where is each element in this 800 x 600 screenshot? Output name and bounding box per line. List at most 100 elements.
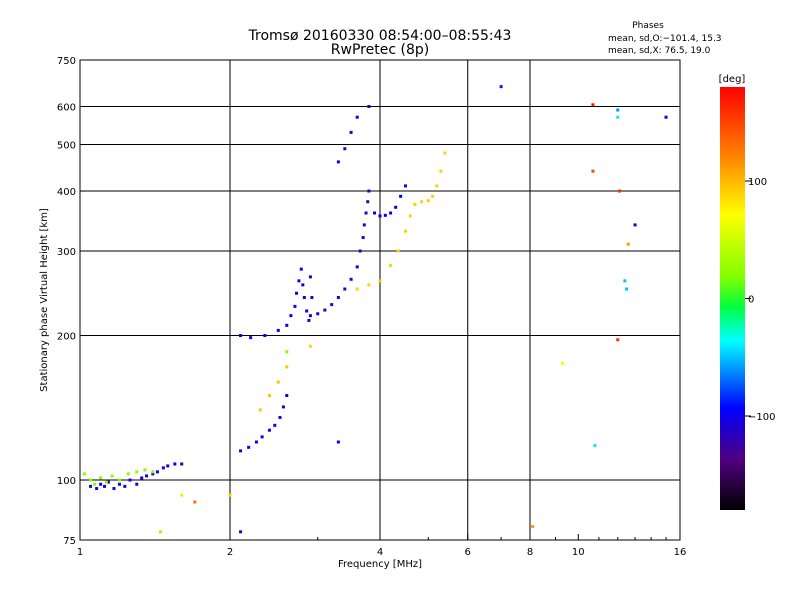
data-point (143, 468, 147, 472)
data-point (361, 236, 365, 240)
data-point (299, 267, 303, 271)
data-point (260, 435, 264, 439)
data-point (420, 200, 424, 204)
data-point (435, 184, 439, 188)
data-point (89, 478, 93, 482)
data-point (366, 200, 370, 204)
y-tick-label: 75 (63, 536, 76, 547)
data-point (403, 229, 407, 233)
data-point (285, 350, 289, 354)
data-point (308, 314, 312, 318)
data-point (254, 440, 258, 444)
info-heading: Phases (632, 21, 664, 31)
data-point (173, 462, 177, 466)
data-point (228, 493, 232, 497)
data-point (499, 85, 503, 89)
data-point (316, 312, 320, 316)
data-point (110, 474, 114, 478)
data-point (112, 487, 116, 491)
data-point (343, 287, 347, 291)
data-point (140, 476, 144, 480)
data-point (349, 130, 353, 134)
data-point (135, 470, 139, 474)
y-tick-label: 300 (57, 247, 76, 258)
data-point (616, 338, 620, 342)
data-point (413, 202, 417, 206)
data-point (618, 189, 622, 193)
data-point (330, 303, 334, 307)
data-point (247, 445, 251, 449)
info-line-o: mean, sd,O:−101.4, 15.3 (608, 34, 722, 44)
data-point (358, 249, 362, 253)
data-point (394, 205, 398, 209)
y-tick-label: 600 (57, 103, 76, 114)
data-point (239, 334, 243, 338)
data-point (128, 478, 132, 482)
data-point (439, 169, 443, 173)
data-point (99, 476, 103, 480)
data-point (289, 314, 293, 318)
data-point (367, 283, 371, 287)
data-point (285, 323, 289, 327)
chart-subtitle: RwPretec (8p) (331, 42, 429, 58)
y-axis-label: Stationary phase Virtual Height [km] (39, 208, 50, 392)
data-point (403, 184, 407, 188)
data-point (355, 287, 359, 291)
data-point (625, 287, 629, 291)
chart-title: Tromsø 20160330 08:54:00–08:55:43 (248, 28, 512, 44)
data-point (531, 525, 535, 529)
y-tick-label: 400 (57, 187, 76, 198)
data-point (349, 277, 353, 281)
data-point (95, 487, 99, 491)
data-point (151, 470, 155, 474)
data-point (151, 472, 155, 476)
data-point (135, 482, 139, 486)
y-tick-label: 200 (57, 332, 76, 343)
data-point (180, 493, 184, 497)
data-point (239, 530, 243, 534)
data-points (82, 85, 668, 534)
data-point (616, 108, 620, 112)
data-point (664, 115, 668, 119)
data-point (297, 279, 301, 283)
data-point (591, 103, 595, 107)
data-point (117, 482, 121, 486)
data-point (249, 336, 253, 340)
data-point (193, 500, 197, 504)
colorbar-label: [deg] (719, 74, 746, 85)
data-point (443, 151, 447, 155)
data-point (285, 365, 289, 369)
data-point (285, 394, 289, 398)
y-tick-label: 750 (57, 56, 76, 67)
data-point (258, 408, 262, 412)
colorbar-tick-label: 100 (748, 177, 767, 188)
data-point (166, 464, 170, 468)
colorbar-tick-label: −100 (748, 412, 775, 423)
data-point (301, 283, 305, 287)
y-tick-label: 500 (57, 141, 76, 152)
data-point (155, 470, 159, 474)
data-point (336, 160, 340, 164)
data-point (293, 304, 297, 308)
x-tick-label: 8 (527, 547, 533, 558)
data-point (593, 444, 597, 448)
x-tick-label: 6 (465, 547, 471, 558)
data-point (408, 214, 412, 218)
data-point (99, 482, 103, 486)
data-point (633, 223, 637, 227)
data-point (389, 211, 393, 215)
x-axis-label: Frequency [MHz] (338, 559, 422, 570)
x-tick-label: 16 (674, 547, 687, 558)
data-point (267, 428, 271, 432)
data-point (591, 169, 595, 173)
y-tick-label: 100 (57, 476, 76, 487)
data-point (323, 308, 327, 312)
x-tick-label: 1 (77, 547, 83, 558)
data-point (378, 214, 382, 218)
data-point (263, 334, 267, 338)
data-point (378, 279, 382, 283)
data-point (239, 449, 243, 453)
data-point (308, 344, 312, 348)
data-point (336, 440, 340, 444)
